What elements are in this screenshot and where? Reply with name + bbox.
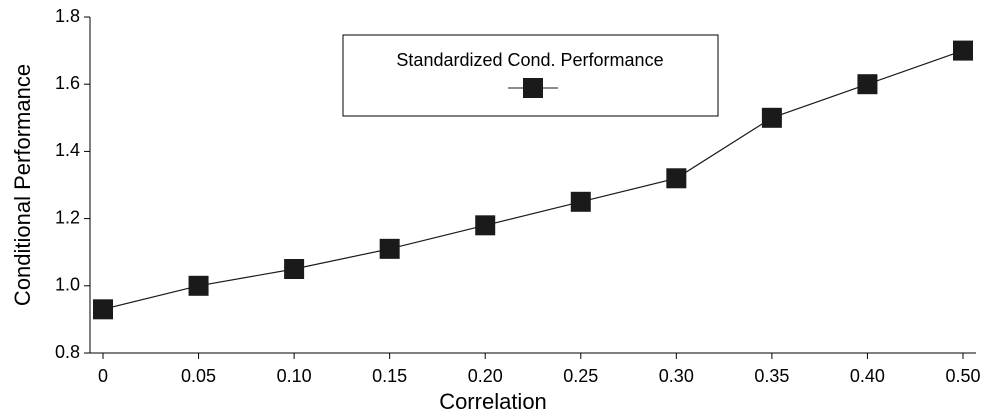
point-marker (570, 191, 591, 212)
y-axis-label: Conditional Performance (10, 64, 35, 306)
point-marker (761, 107, 782, 128)
x-tick-label: 0.15 (372, 366, 407, 386)
point-marker (666, 168, 687, 189)
legend-marker (523, 78, 543, 98)
point-marker (857, 74, 878, 95)
y-tick-label: 1.6 (55, 73, 80, 93)
x-tick-label: 0.30 (659, 366, 694, 386)
x-tick-label: 0.35 (754, 366, 789, 386)
point-marker (188, 275, 209, 296)
x-axis-label: Correlation (439, 389, 547, 414)
point-marker (953, 40, 973, 61)
y-tick-label: 0.8 (55, 342, 80, 362)
y-tick-label: 1.0 (55, 275, 80, 295)
legend-label: Standardized Cond. Performance (396, 50, 663, 70)
x-tick-label: 0.25 (563, 366, 598, 386)
point-marker (284, 259, 305, 279)
point-marker (475, 215, 496, 236)
legend-box (342, 34, 719, 117)
x-tick-label: 0.05 (181, 366, 216, 386)
y-tick-label: 1.4 (55, 140, 80, 160)
x-tick-label: 0.40 (850, 366, 885, 386)
y-tick-label: 1.2 (55, 207, 80, 227)
x-tick-label: 0.20 (468, 366, 503, 386)
x-tick-label: 0 (98, 366, 108, 386)
series-line (102, 50, 964, 310)
point-marker (93, 299, 113, 320)
x-tick-label: 0.50 (945, 366, 980, 386)
x-tick-label: 0.10 (277, 366, 312, 386)
y-tick-label: 1.8 (55, 6, 80, 26)
point-marker (379, 238, 400, 259)
